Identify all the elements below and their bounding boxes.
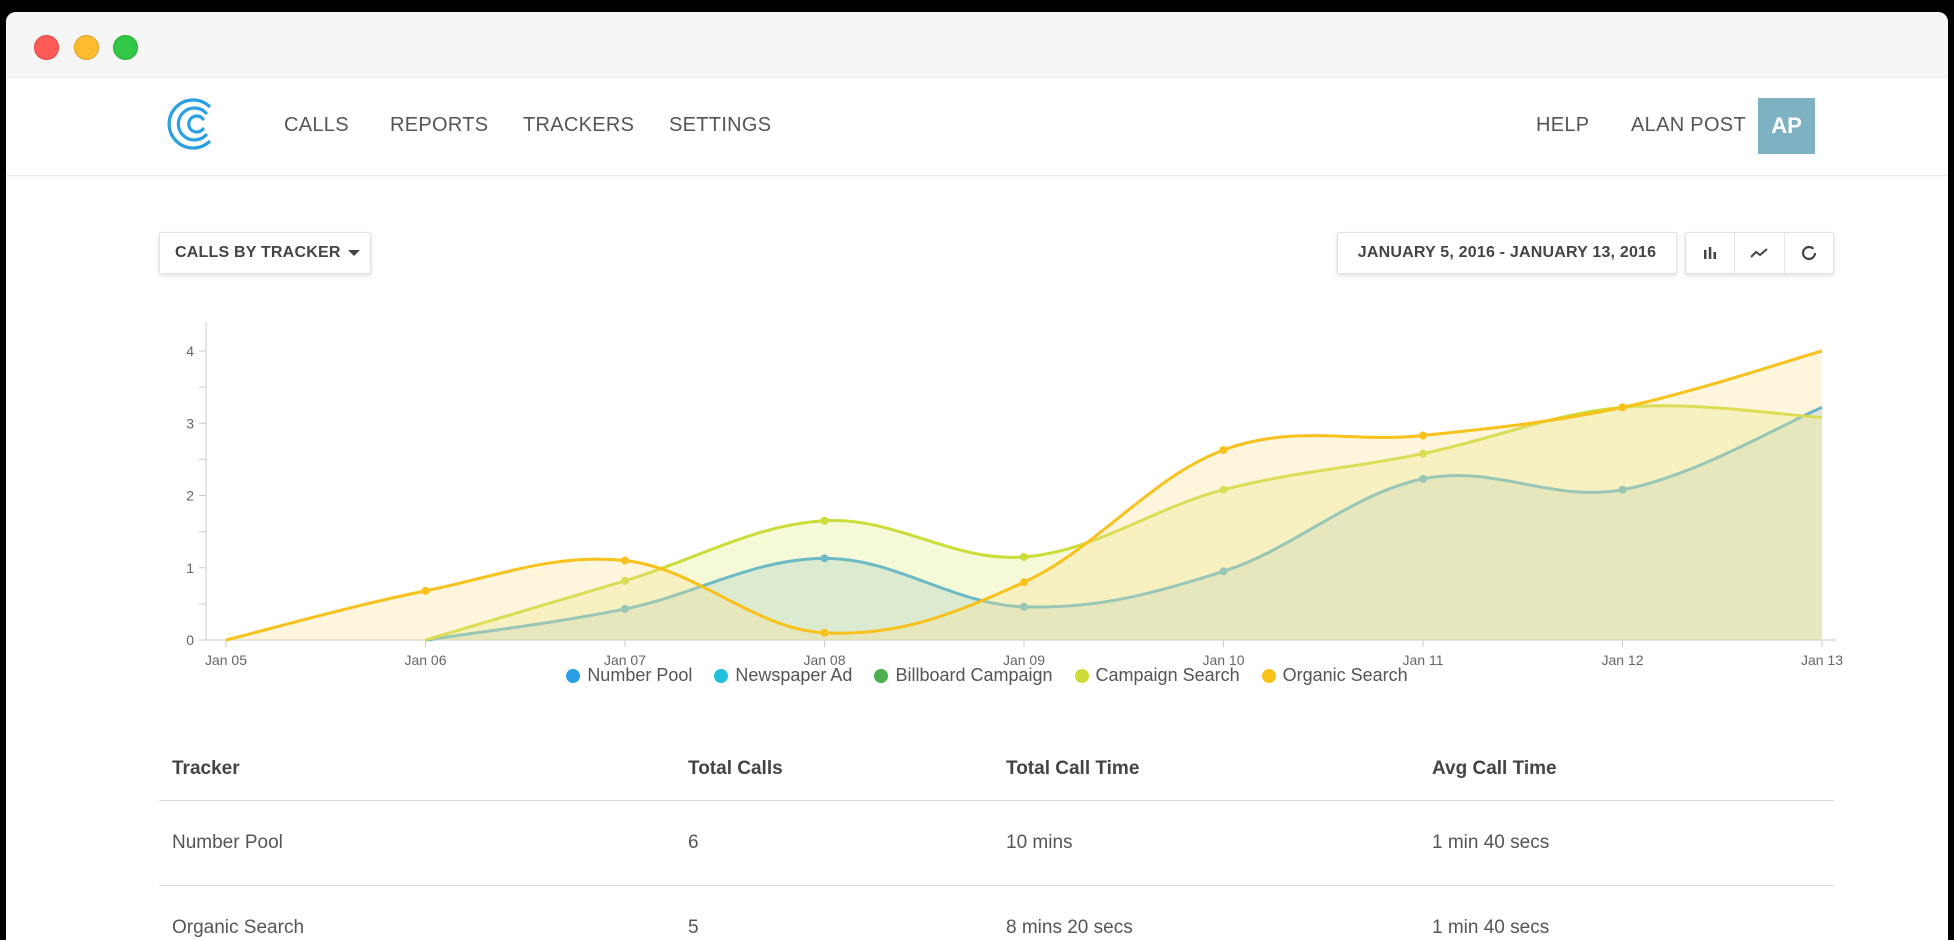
legend-item[interactable]: Organic Search — [1261, 665, 1408, 686]
x-tick-label: Jan 09 — [1003, 652, 1045, 668]
data-point — [1419, 431, 1427, 440]
nav-trackers[interactable]: TRACKERS — [523, 114, 635, 136]
chart-legend: Number Pool Newspaper Ad Billboard Campaig… — [6, 665, 1948, 686]
concentric-c-logo-icon[interactable] — [165, 96, 215, 152]
data-point — [621, 576, 629, 585]
x-tick-label: Jan 11 — [1403, 652, 1444, 668]
legend-item[interactable]: Number Pool — [566, 665, 692, 686]
caret-down-icon — [347, 250, 360, 256]
header-total-call-time[interactable]: Total Call Time — [1006, 757, 1140, 779]
app-window: CALLS REPORTS TRACKERS SETTINGS HELP ALA… — [6, 12, 1948, 940]
legend-dot-icon — [714, 668, 729, 683]
nav-reports[interactable]: REPORTS — [390, 114, 489, 136]
legend-label: Number Pool — [587, 665, 693, 685]
x-tick-label: Jan 08 — [803, 652, 845, 668]
tracker-table: Tracker Total Calls Total Call Time Avg … — [159, 737, 1834, 940]
legend-dot-icon — [566, 668, 581, 683]
x-tick-label: Jan 05 — [205, 652, 247, 668]
data-point — [1020, 578, 1028, 587]
legend-dot-icon — [1261, 668, 1276, 683]
bar-view-button[interactable] — [1686, 233, 1736, 273]
legend-label: Organic Search — [1282, 665, 1408, 685]
x-tick-label: Jan 10 — [1202, 652, 1244, 668]
data-point — [1020, 552, 1028, 561]
user-name[interactable]: ALAN POST — [1631, 114, 1746, 136]
cell-total-calls: 5 — [688, 917, 699, 938]
line-chart-icon — [1750, 248, 1769, 258]
line-view-button[interactable] — [1735, 233, 1785, 273]
avatar[interactable]: AP — [1758, 98, 1815, 154]
cell-total-call-time: 10 mins — [1006, 832, 1073, 853]
table-header-row: Tracker Total Calls Total Call Time Avg … — [159, 737, 1834, 801]
calls-area-chart: 0 1 2 3 4 Jan 05 Jan 06 Jan 07 Jan 08 Jan 09 Jan 1… — [186, 322, 1843, 668]
cell-tracker: Number Pool — [172, 832, 283, 853]
legend-label: Billboard Campaign — [895, 665, 1053, 685]
series-line — [425, 405, 1823, 642]
bar-chart-icon — [1704, 247, 1717, 259]
report-type-label: CALLS BY TRACKER — [175, 244, 341, 261]
table-row[interactable]: Number Pool 6 10 mins 1 min 40 secs — [159, 801, 1834, 886]
data-point — [621, 604, 629, 613]
data-point — [1618, 485, 1627, 494]
data-point — [820, 516, 829, 525]
cell-avg-call-time: 1 min 40 secs — [1432, 832, 1550, 853]
x-tick-label: Jan 07 — [604, 652, 646, 668]
x-tick-label: Jan 13 — [1801, 652, 1843, 668]
legend-label: Newspaper Ad — [735, 665, 853, 685]
data-point — [820, 628, 829, 637]
minimize-window-button[interactable] — [74, 35, 99, 60]
y-tick-label: 4 — [186, 343, 194, 359]
series-area — [425, 407, 1822, 640]
donut-chart-icon — [1801, 245, 1816, 261]
data-point — [1419, 449, 1427, 458]
chart-view-toggle — [1685, 232, 1834, 274]
report-type-dropdown[interactable]: CALLS BY TRACKER — [159, 232, 371, 274]
maximize-window-button[interactable] — [113, 35, 138, 60]
data-point — [1219, 567, 1228, 576]
cell-tracker: Organic Search — [172, 917, 305, 938]
cell-total-calls: 6 — [688, 832, 699, 853]
cell-total-call-time: 8 mins 20 secs — [1006, 917, 1133, 938]
x-tick-label: Jan 06 — [404, 652, 446, 668]
date-range-picker[interactable]: JANUARY 5, 2016 - JANUARY 13, 2016 — [1337, 232, 1677, 274]
nav-help[interactable]: HELP — [1536, 114, 1590, 136]
data-point — [1618, 403, 1627, 412]
legend-item[interactable]: Billboard Campaign — [874, 665, 1053, 686]
data-point — [421, 586, 430, 595]
nav-settings[interactable]: SETTINGS — [669, 114, 772, 136]
close-window-button[interactable] — [34, 35, 59, 60]
y-tick-label: 1 — [186, 560, 194, 576]
header-avg-call-time[interactable]: Avg Call Time — [1432, 757, 1557, 779]
date-range-label: JANUARY 5, 2016 - JANUARY 13, 2016 — [1357, 244, 1657, 261]
nav-calls[interactable]: CALLS — [284, 114, 349, 136]
data-point — [1219, 445, 1228, 454]
cell-avg-call-time: 1 min 40 secs — [1432, 917, 1550, 938]
data-point — [1219, 485, 1228, 494]
data-point — [820, 554, 829, 563]
donut-view-button[interactable] — [1785, 233, 1833, 273]
legend-label: Campaign Search — [1095, 665, 1240, 685]
legend-dot-icon — [1074, 668, 1089, 683]
data-point — [621, 556, 629, 565]
data-point — [1020, 602, 1028, 611]
header-tracker[interactable]: Tracker — [172, 757, 240, 779]
legend-dot-icon — [874, 668, 889, 683]
data-point — [1419, 474, 1427, 483]
y-tick-label: 0 — [186, 632, 194, 648]
window-titlebar — [6, 12, 1948, 78]
table-row[interactable]: Organic Search 5 8 mins 20 secs 1 min 40… — [159, 886, 1834, 940]
series-area — [226, 351, 1822, 640]
y-tick-label: 3 — [186, 415, 194, 431]
legend-item[interactable]: Newspaper Ad — [714, 665, 852, 686]
x-tick-label: Jan 12 — [1601, 652, 1643, 668]
y-tick-label: 2 — [186, 488, 194, 504]
series-line — [425, 404, 1823, 642]
header-total-calls[interactable]: Total Calls — [688, 757, 783, 779]
legend-item[interactable]: Campaign Search — [1074, 665, 1240, 686]
series-area — [425, 405, 1822, 640]
top-navbar: CALLS REPORTS TRACKERS SETTINGS HELP ALA… — [6, 78, 1948, 176]
